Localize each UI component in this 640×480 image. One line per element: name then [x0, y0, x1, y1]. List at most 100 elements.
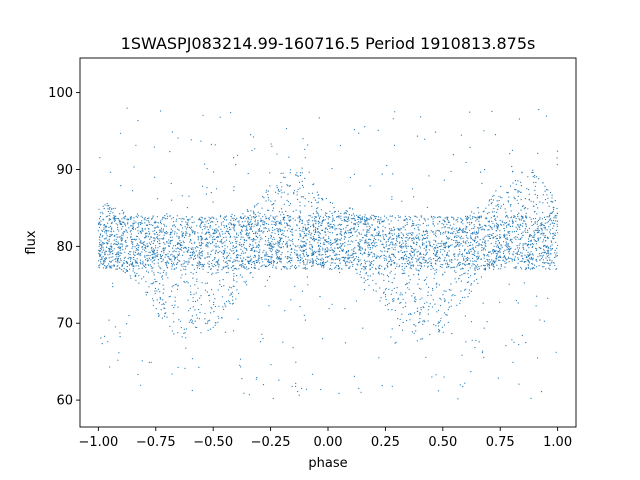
data-point: [390, 220, 392, 222]
data-point: [419, 317, 421, 320]
data-point: [147, 259, 149, 261]
data-point: [169, 151, 171, 153]
data-point: [223, 237, 225, 239]
data-point: [474, 260, 476, 262]
data-point: [477, 257, 479, 260]
data-point: [405, 284, 407, 286]
data-point: [426, 276, 428, 278]
data-point: [365, 279, 367, 281]
data-point: [157, 262, 159, 264]
data-point: [398, 235, 400, 237]
data-point: [394, 273, 396, 275]
data-point: [233, 279, 235, 282]
data-point: [153, 282, 155, 284]
data-point: [266, 209, 269, 211]
data-point: [495, 240, 497, 243]
data-point: [460, 235, 463, 237]
data-point: [217, 315, 219, 317]
data-point: [295, 267, 297, 270]
data-point: [380, 219, 382, 221]
data-point: [396, 263, 398, 265]
data-point: [466, 236, 468, 238]
data-point: [212, 228, 214, 230]
data-point: [197, 237, 199, 239]
data-point: [427, 294, 429, 297]
data-point: [383, 246, 385, 248]
data-point: [260, 265, 262, 268]
data-point: [339, 224, 342, 226]
data-point: [495, 190, 497, 192]
data-point: [438, 328, 440, 330]
data-point: [391, 253, 394, 255]
data-point: [521, 225, 524, 227]
data-point: [179, 240, 181, 242]
data-point: [469, 224, 471, 226]
data-point: [225, 239, 228, 241]
data-point: [221, 317, 223, 319]
data-point: [209, 256, 211, 258]
data-point: [523, 282, 525, 284]
data-point: [113, 235, 115, 237]
data-point: [248, 268, 250, 270]
data-point: [527, 229, 529, 231]
data-point: [217, 262, 219, 264]
data-point: [146, 217, 148, 220]
data-point: [484, 260, 486, 263]
data-point: [153, 272, 155, 274]
data-point: [513, 258, 516, 260]
data-point: [206, 242, 208, 244]
data-point: [139, 259, 142, 261]
data-point: [118, 243, 120, 245]
data-point: [436, 311, 438, 313]
data-point: [210, 221, 212, 223]
data-point: [390, 336, 392, 338]
data-point: [473, 231, 475, 233]
data-point: [224, 241, 226, 243]
data-point: [518, 226, 520, 228]
data-point: [121, 246, 123, 248]
data-point: [224, 232, 226, 234]
data-point: [133, 253, 135, 255]
data-point: [176, 256, 178, 258]
data-point: [281, 229, 283, 231]
data-point: [434, 246, 436, 248]
data-point: [308, 171, 310, 173]
data-point: [192, 322, 194, 325]
data-point: [369, 253, 371, 255]
data-point: [486, 212, 488, 215]
data-point: [487, 263, 489, 265]
data-point: [509, 230, 511, 233]
data-point: [390, 230, 392, 232]
data-point: [224, 216, 226, 218]
data-point: [446, 223, 448, 225]
data-point: [439, 305, 442, 307]
data-point: [467, 237, 469, 240]
data-point: [182, 254, 184, 256]
data-point: [390, 264, 393, 266]
data-point: [315, 221, 317, 223]
data-point: [349, 229, 351, 231]
data-point: [99, 242, 101, 244]
data-point: [131, 241, 133, 243]
data-point: [200, 255, 202, 257]
data-point: [520, 224, 522, 226]
data-point: [304, 240, 306, 243]
data-point: [152, 304, 154, 306]
data-point: [481, 249, 483, 251]
data-point: [256, 377, 258, 379]
data-point: [117, 226, 119, 228]
data-point: [249, 214, 251, 216]
data-point: [226, 255, 228, 257]
data-point: [249, 222, 251, 224]
data-point: [346, 251, 348, 253]
data-point: [478, 230, 480, 232]
data-point: [160, 220, 162, 222]
data-point: [141, 251, 143, 253]
data-point: [420, 265, 422, 267]
data-point: [241, 225, 243, 227]
data-point: [193, 255, 196, 257]
data-point: [247, 220, 249, 222]
data-point: [344, 260, 346, 262]
data-point: [546, 229, 548, 231]
data-point: [129, 254, 131, 256]
